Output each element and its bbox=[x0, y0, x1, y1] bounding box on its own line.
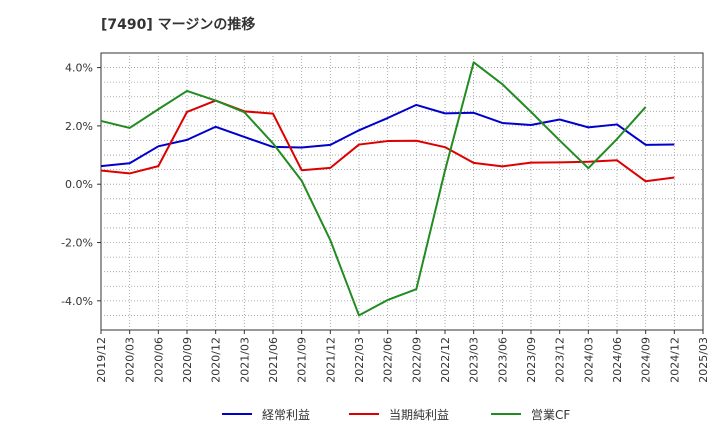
x-tick-label: 2024/12 bbox=[668, 337, 681, 383]
y-tick-label: 4.0% bbox=[65, 62, 93, 75]
legend-label: 当期純利益 bbox=[389, 408, 449, 422]
grid bbox=[100, 52, 704, 331]
x-tick-label: 2022/12 bbox=[439, 337, 452, 383]
x-tick-label: 2020/12 bbox=[210, 337, 223, 383]
x-tick-label: 2024/06 bbox=[611, 337, 624, 383]
series-line-1 bbox=[100, 103, 675, 168]
series-layer bbox=[100, 61, 675, 317]
x-tick-label: 2020/06 bbox=[152, 337, 165, 383]
x-tick-label: 2023/12 bbox=[554, 337, 567, 383]
x-tick-label: 2022/06 bbox=[382, 337, 395, 383]
x-tick-label: 2022/09 bbox=[410, 337, 423, 383]
y-tick-label: 0.0% bbox=[65, 178, 93, 191]
plot-area bbox=[100, 52, 704, 331]
series-line-3 bbox=[100, 61, 647, 317]
x-tick-label: 2023/06 bbox=[496, 337, 509, 383]
series-line-2 bbox=[100, 99, 675, 183]
y-tick-label: -4.0% bbox=[61, 295, 93, 308]
x-tick-label: 2021/03 bbox=[238, 337, 251, 383]
x-tick-label: 2020/09 bbox=[181, 337, 194, 383]
x-tick-label: 2023/09 bbox=[525, 337, 538, 383]
legend-label: 営業CF bbox=[531, 408, 570, 422]
x-tick-label: 2019/12 bbox=[95, 337, 108, 383]
x-tick-label: 2022/03 bbox=[353, 337, 366, 383]
legend-label: 経常利益 bbox=[262, 408, 310, 422]
x-tick-label: 2020/03 bbox=[124, 337, 137, 383]
x-tick-label: 2021/09 bbox=[296, 337, 309, 383]
y-tick-label: -2.0% bbox=[61, 237, 93, 250]
x-tick-label: 2024/03 bbox=[582, 337, 595, 383]
y-tick-label: 2.0% bbox=[65, 120, 93, 133]
x-tick-label: 2021/06 bbox=[267, 337, 280, 383]
x-tick-label: 2021/12 bbox=[324, 337, 337, 383]
axes: 4.0% 2.0% 0.0% -2.0% -4.0% 2019/12 2020/03 2020… bbox=[61, 62, 710, 383]
chart-title: [7490] マージンの推移 bbox=[101, 17, 256, 33]
x-tick-label: 2023/03 bbox=[468, 337, 481, 383]
x-tick-label: 2025/03 bbox=[697, 337, 710, 383]
x-tick-label: 2024/09 bbox=[640, 337, 653, 383]
legend: 経常利益 当期純利益 営業CF bbox=[222, 408, 570, 422]
